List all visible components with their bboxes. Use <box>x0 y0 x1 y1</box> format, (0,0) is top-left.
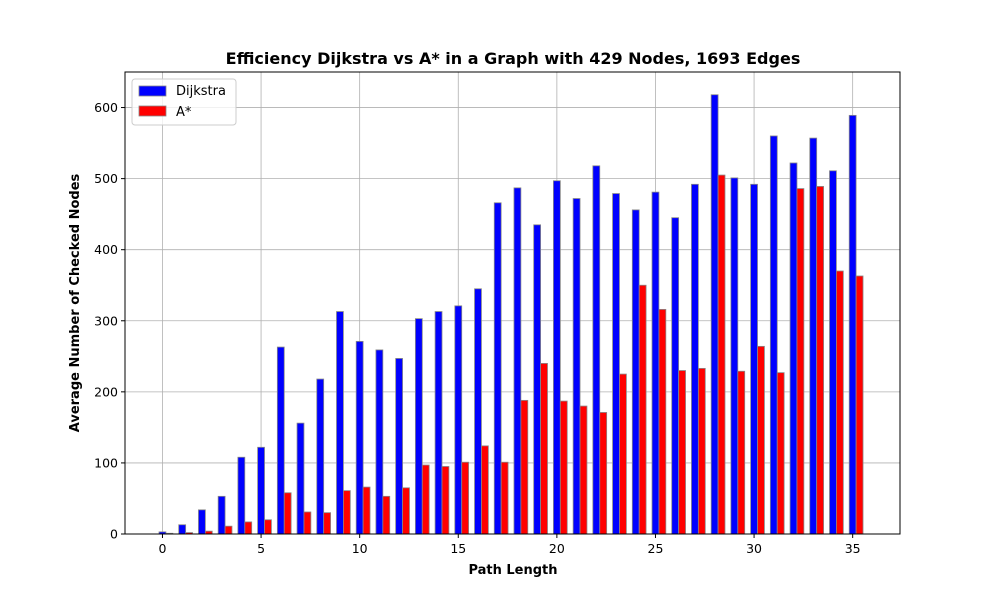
legend-label-astar: A* <box>176 105 192 120</box>
y-tick-label: 200 <box>94 384 118 399</box>
bar-dijkstra <box>395 358 403 535</box>
bar-astar <box>343 490 351 535</box>
bar-dijkstra <box>217 495 226 535</box>
x-tick-label: 5 <box>257 541 265 556</box>
bar-astar <box>362 486 371 535</box>
bar-astar <box>776 372 785 535</box>
bar-dijkstra <box>651 191 660 535</box>
bar-dijkstra <box>533 224 542 535</box>
bar-dijkstra <box>750 183 758 535</box>
x-tick-label: 20 <box>549 541 565 556</box>
bar-astar <box>757 345 765 535</box>
bar-astar <box>855 275 864 535</box>
legend: Dijkstra A* <box>131 78 237 126</box>
bar-dijkstra <box>355 340 364 535</box>
chart-title: Efficiency Dijkstra vs A* in a Graph wit… <box>226 49 801 68</box>
bar-astar <box>264 519 272 535</box>
bar-dijkstra <box>789 162 798 535</box>
bar-astar <box>520 399 529 535</box>
bar-astar <box>697 367 706 535</box>
bar-astar <box>382 495 391 535</box>
bar-astar <box>481 445 489 535</box>
bar-astar <box>224 525 233 535</box>
bar-astar <box>540 363 548 535</box>
bar-dijkstra <box>375 349 384 535</box>
bar-astar <box>619 373 627 535</box>
axes-layer <box>124 71 901 535</box>
bar-astar <box>303 511 312 535</box>
bar-dijkstra <box>434 311 443 535</box>
bar-dijkstra <box>809 137 818 535</box>
bar-astar <box>678 370 686 535</box>
bar-dijkstra <box>198 509 206 535</box>
y-tick-label: 600 <box>94 100 118 115</box>
bar-astar <box>323 512 331 535</box>
bar-astar <box>638 284 647 535</box>
bar-astar <box>816 186 824 535</box>
bar-astar <box>717 174 726 535</box>
bar-astar <box>599 412 608 535</box>
bar-astar <box>796 188 805 535</box>
bar-dijkstra <box>769 135 778 535</box>
bar-astar <box>441 466 450 535</box>
ticks-layer: 0 5 10 15 20 25 30 35 0 100 200 300 400 500 600 <box>94 100 860 556</box>
bar-dijkstra <box>513 187 522 535</box>
bar-dijkstra <box>710 94 719 535</box>
bar-dijkstra <box>454 305 463 535</box>
y-tick-label: 400 <box>94 242 118 257</box>
y-tick-label: 300 <box>94 313 118 328</box>
bar-dijkstra <box>178 524 187 535</box>
bar-dijkstra <box>671 217 680 535</box>
bar-dijkstra <box>257 446 265 535</box>
y-axis-label: Average Number of Checked Nodes <box>68 173 83 432</box>
bar-dijkstra <box>493 202 502 535</box>
plot-frame <box>124 71 901 535</box>
bar-dijkstra <box>296 422 305 535</box>
bar-astar <box>559 400 568 535</box>
bar-astar <box>737 370 746 535</box>
y-tick-label: 0 <box>110 527 118 542</box>
bar-astar <box>283 492 292 535</box>
bar-dijkstra <box>316 378 325 535</box>
bar-dijkstra <box>276 346 285 535</box>
bar-dijkstra <box>612 193 620 535</box>
bar-astar <box>500 461 509 535</box>
x-tick-label: 25 <box>648 541 664 556</box>
bar-astar <box>421 464 430 535</box>
bar-astar <box>579 405 588 535</box>
bar-dijkstra <box>592 165 601 535</box>
bar-dijkstra <box>336 311 344 535</box>
bar-dijkstra <box>553 180 561 535</box>
x-tick-label: 15 <box>450 541 466 556</box>
bar-dijkstra <box>691 183 699 535</box>
bar-dijkstra <box>829 170 837 535</box>
bar-dijkstra <box>414 318 423 535</box>
x-tick-label: 0 <box>158 541 166 556</box>
bar-dijkstra <box>474 288 482 535</box>
bar-dijkstra <box>730 177 739 535</box>
bar-astar <box>244 521 253 535</box>
bar-dijkstra <box>848 114 857 535</box>
x-tick-label: 10 <box>352 541 368 556</box>
legend-swatch-astar <box>138 105 167 117</box>
bar-astar <box>461 461 470 535</box>
y-tick-label: 100 <box>94 455 118 470</box>
bar-dijkstra <box>631 209 640 535</box>
bar-dijkstra <box>572 198 581 535</box>
legend-swatch-dijkstra <box>138 85 167 97</box>
y-tick-label: 500 <box>94 171 118 186</box>
bar-astar <box>658 308 667 535</box>
legend-label-dijkstra: Dijkstra <box>176 84 226 99</box>
x-tick-label: 30 <box>746 541 762 556</box>
bar-astar <box>402 487 410 535</box>
x-tick-label: 35 <box>845 541 861 556</box>
x-axis-label: Path Length <box>468 563 557 578</box>
bar-astar <box>836 270 844 535</box>
bar-dijkstra <box>237 456 246 535</box>
